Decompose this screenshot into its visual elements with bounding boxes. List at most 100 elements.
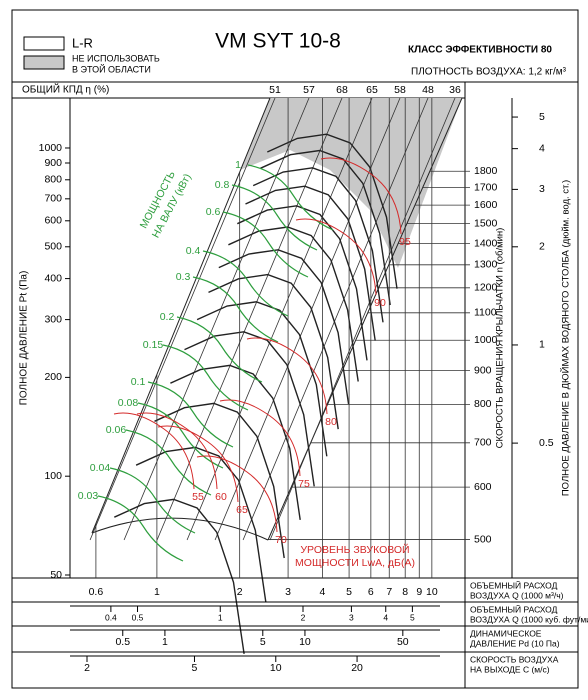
sound-curve [136, 412, 218, 490]
power-label: 0.08 [118, 397, 139, 409]
scale-tick-label: 20 [351, 662, 363, 674]
fan-curve [245, 185, 376, 341]
fan-curve [196, 301, 328, 457]
rpm-tick-label: 800 [474, 398, 492, 410]
legend-label: НЕ ИСПОЛЬЗОВАТЬ [72, 53, 160, 63]
scale-tick-label: 4 [320, 586, 326, 598]
frame [11, 9, 579, 689]
sound-curve [246, 337, 328, 415]
rpm-tick-label: 1300 [474, 259, 498, 271]
rpm-tick-label: 1800 [474, 165, 498, 177]
rpm-tick-label: 700 [474, 437, 492, 449]
scale-tick-label: 10 [299, 636, 311, 648]
envelope [91, 517, 269, 541]
sound-label: 55 [192, 491, 204, 503]
rpm-tick-label: 600 [474, 481, 492, 493]
sound-label: 75 [298, 478, 310, 490]
scale-tick-label: 3 [285, 586, 291, 598]
sound-label: 65 [236, 504, 248, 516]
envelope [267, 97, 463, 541]
sound-curve [219, 399, 301, 477]
power-curve [137, 402, 224, 469]
scale-tick-label: 2 [84, 662, 90, 674]
sound-curve [113, 412, 195, 490]
y-tick-label: 400 [44, 272, 62, 284]
scale-title: СКОРОСТЬ ВОЗДУХА [470, 654, 559, 664]
scale-tick-label: 0.5 [132, 612, 144, 622]
fan-curve [114, 498, 245, 655]
power-curve [147, 381, 234, 448]
efficiency-label: 36 [449, 84, 461, 96]
legend-swatch [23, 36, 65, 51]
scale-tick-label: 1 [218, 612, 223, 622]
system-line [89, 97, 276, 541]
efficiency-label: 68 [336, 84, 348, 96]
scale-title: ВОЗДУХА Q (1000 куб. фут/мин) [470, 614, 588, 624]
air-density: ПЛОТНОСТЬ ВОЗДУХА: 1,2 кг/м³ [411, 67, 567, 78]
scale-tick-label: 10 [270, 662, 282, 674]
envelope [91, 97, 271, 534]
inch-tick-label: 0.5 [539, 437, 554, 449]
power-label: 0.15 [143, 339, 164, 351]
scale-tick-label: 0.4 [105, 612, 117, 622]
y-tick-label: 900 [44, 157, 62, 169]
legend-label: L-R [72, 35, 93, 50]
fan-curve [170, 364, 301, 521]
efficiency-label: 51 [269, 84, 281, 96]
rpm-tick-label: 500 [474, 533, 492, 545]
fan-curve [135, 446, 267, 603]
sound-label: 80 [325, 416, 337, 428]
sound-label: 95 [399, 236, 411, 248]
power-label: 0.1 [131, 376, 146, 388]
inch-tick-label: 1 [539, 339, 545, 351]
y-tick-label: 600 [44, 215, 62, 227]
power-curve [125, 429, 212, 496]
scale-tick-label: 5 [260, 636, 266, 648]
power-curve [176, 316, 263, 383]
system-line [156, 97, 343, 541]
legend-swatch [23, 55, 65, 70]
fan-curve [237, 205, 368, 361]
fan-curve [267, 133, 398, 289]
rpm-tick-label: 1100 [474, 307, 497, 319]
y-tick-label: 500 [44, 241, 62, 253]
sound-curve [196, 455, 278, 533]
power-label: 0.04 [90, 462, 111, 474]
y-tick-label: 50 [50, 569, 62, 581]
power-curve [202, 250, 289, 317]
power-curve [162, 344, 249, 411]
scale-tick-label: 8 [402, 586, 408, 598]
scale-tick-label: 5 [192, 662, 198, 674]
efficiency-label: 58 [394, 84, 406, 96]
rpm-tick-label: 1600 [474, 199, 498, 211]
scale-tick-label: 2 [301, 612, 306, 622]
scale-tick-label: 2 [237, 586, 243, 598]
inch-tick-label: 2 [539, 241, 545, 253]
scale-title: ДАВЛЕНИЕ Pd (10 Па) [470, 638, 560, 648]
y-tick-label: 1000 [39, 142, 63, 154]
power-label: 1 [235, 159, 241, 171]
power-label: 0.2 [160, 311, 175, 323]
sound-label: 90 [374, 297, 386, 309]
power-label: 0.8 [215, 179, 230, 191]
fan-curve [154, 402, 285, 559]
sound-label: 70 [275, 534, 287, 546]
efficiency-class: КЛАСС ЭФФЕКТИВНОСТИ 80 [408, 45, 552, 56]
system-line [186, 97, 373, 541]
rpm-tick-label: 1400 [474, 237, 498, 249]
scale-tick-label: 6 [368, 586, 374, 598]
scale-tick-label: 10 [426, 586, 438, 598]
rpm-tick-label: 1200 [474, 282, 498, 294]
y-tick-label: 100 [44, 470, 62, 482]
power-curve [231, 184, 318, 251]
power-curve [192, 276, 279, 343]
inch-tick-label: 5 [539, 111, 545, 123]
rpm-tick-label: 1500 [474, 217, 498, 229]
scale-title: ВОЗДУХА Q (1000 м³/ч) [470, 590, 564, 600]
power-label: 0.4 [186, 245, 201, 257]
system-line [123, 97, 310, 541]
rpm-tick-label: 900 [474, 364, 492, 376]
system-line [214, 97, 401, 541]
power-curve [97, 495, 184, 562]
